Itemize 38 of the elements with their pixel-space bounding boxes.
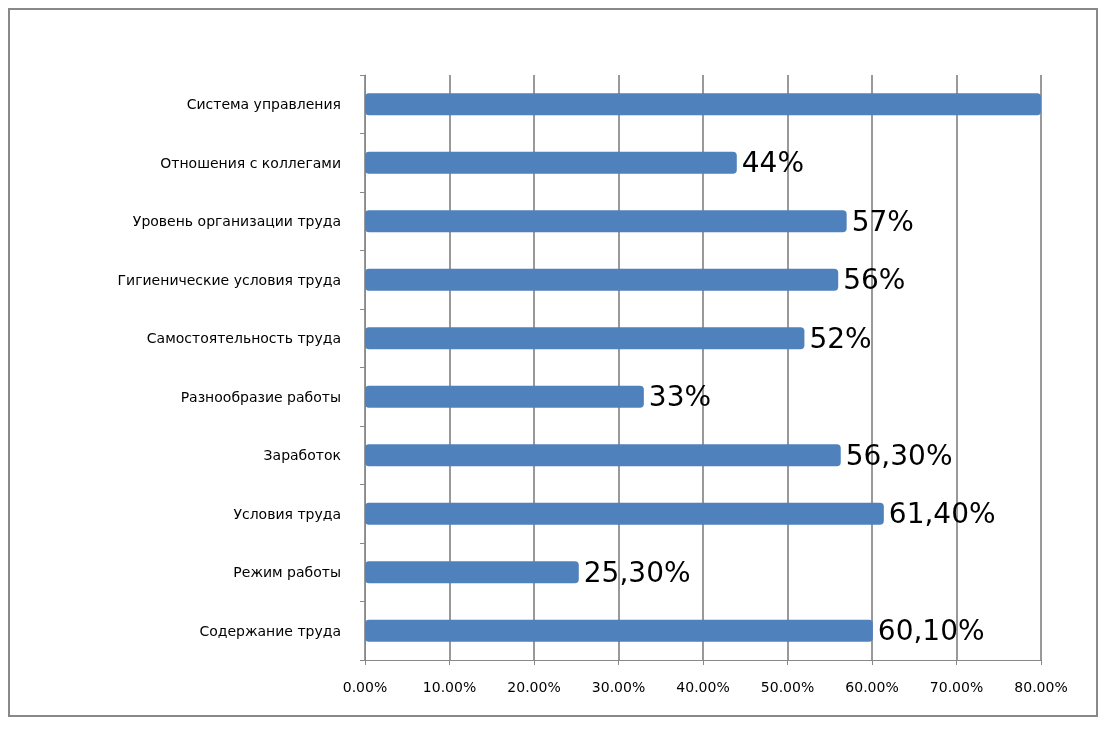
bar xyxy=(365,210,847,233)
y-tick-label: Самостоятельность труда xyxy=(146,330,341,347)
data-label: 57% xyxy=(851,204,914,238)
x-tick-label: 0.00% xyxy=(342,679,388,695)
bar xyxy=(365,561,579,584)
data-label: 33% xyxy=(648,380,712,414)
bar xyxy=(365,619,873,642)
x-tick-label: 50.00% xyxy=(760,679,815,695)
data-label: 56,30% xyxy=(845,438,953,472)
bar xyxy=(365,385,644,408)
y-tick-label: Содержание труда xyxy=(199,622,341,639)
data-label: 61,40% xyxy=(888,497,996,531)
x-tick-label: 80.00% xyxy=(1014,679,1068,695)
y-tick-label: Гигиенические условия труда xyxy=(117,271,341,288)
data-label: 60,10% xyxy=(877,614,985,648)
bar xyxy=(365,327,805,350)
x-tick-label: 60.00% xyxy=(845,679,899,695)
y-tick-label: Заработок xyxy=(263,447,341,464)
bar xyxy=(365,444,841,467)
data-label: 25,30% xyxy=(583,555,691,589)
y-tick-label: Разнообразие работы xyxy=(180,388,341,405)
bar xyxy=(365,93,1041,116)
data-label: 56% xyxy=(843,263,906,297)
bar xyxy=(365,502,884,525)
data-label: 44% xyxy=(741,146,805,180)
x-tick-label: 40.00% xyxy=(676,679,730,695)
x-tick-label: 10.00% xyxy=(422,679,477,695)
bar xyxy=(365,151,737,174)
y-tick-label: Отношения с коллегами xyxy=(160,154,341,171)
y-tick-label: Система управления xyxy=(186,96,341,113)
y-tick-label: Условия труда xyxy=(233,505,341,522)
y-tick-label: Уровень организации труда xyxy=(132,213,341,230)
x-tick-label: 70.00% xyxy=(929,679,984,695)
data-label: 52% xyxy=(809,321,872,355)
x-tick-label: 20.00% xyxy=(507,679,561,695)
x-tick-label: 30.00% xyxy=(591,679,646,695)
y-tick-label: Режим работы xyxy=(233,564,341,581)
bar xyxy=(365,268,839,291)
